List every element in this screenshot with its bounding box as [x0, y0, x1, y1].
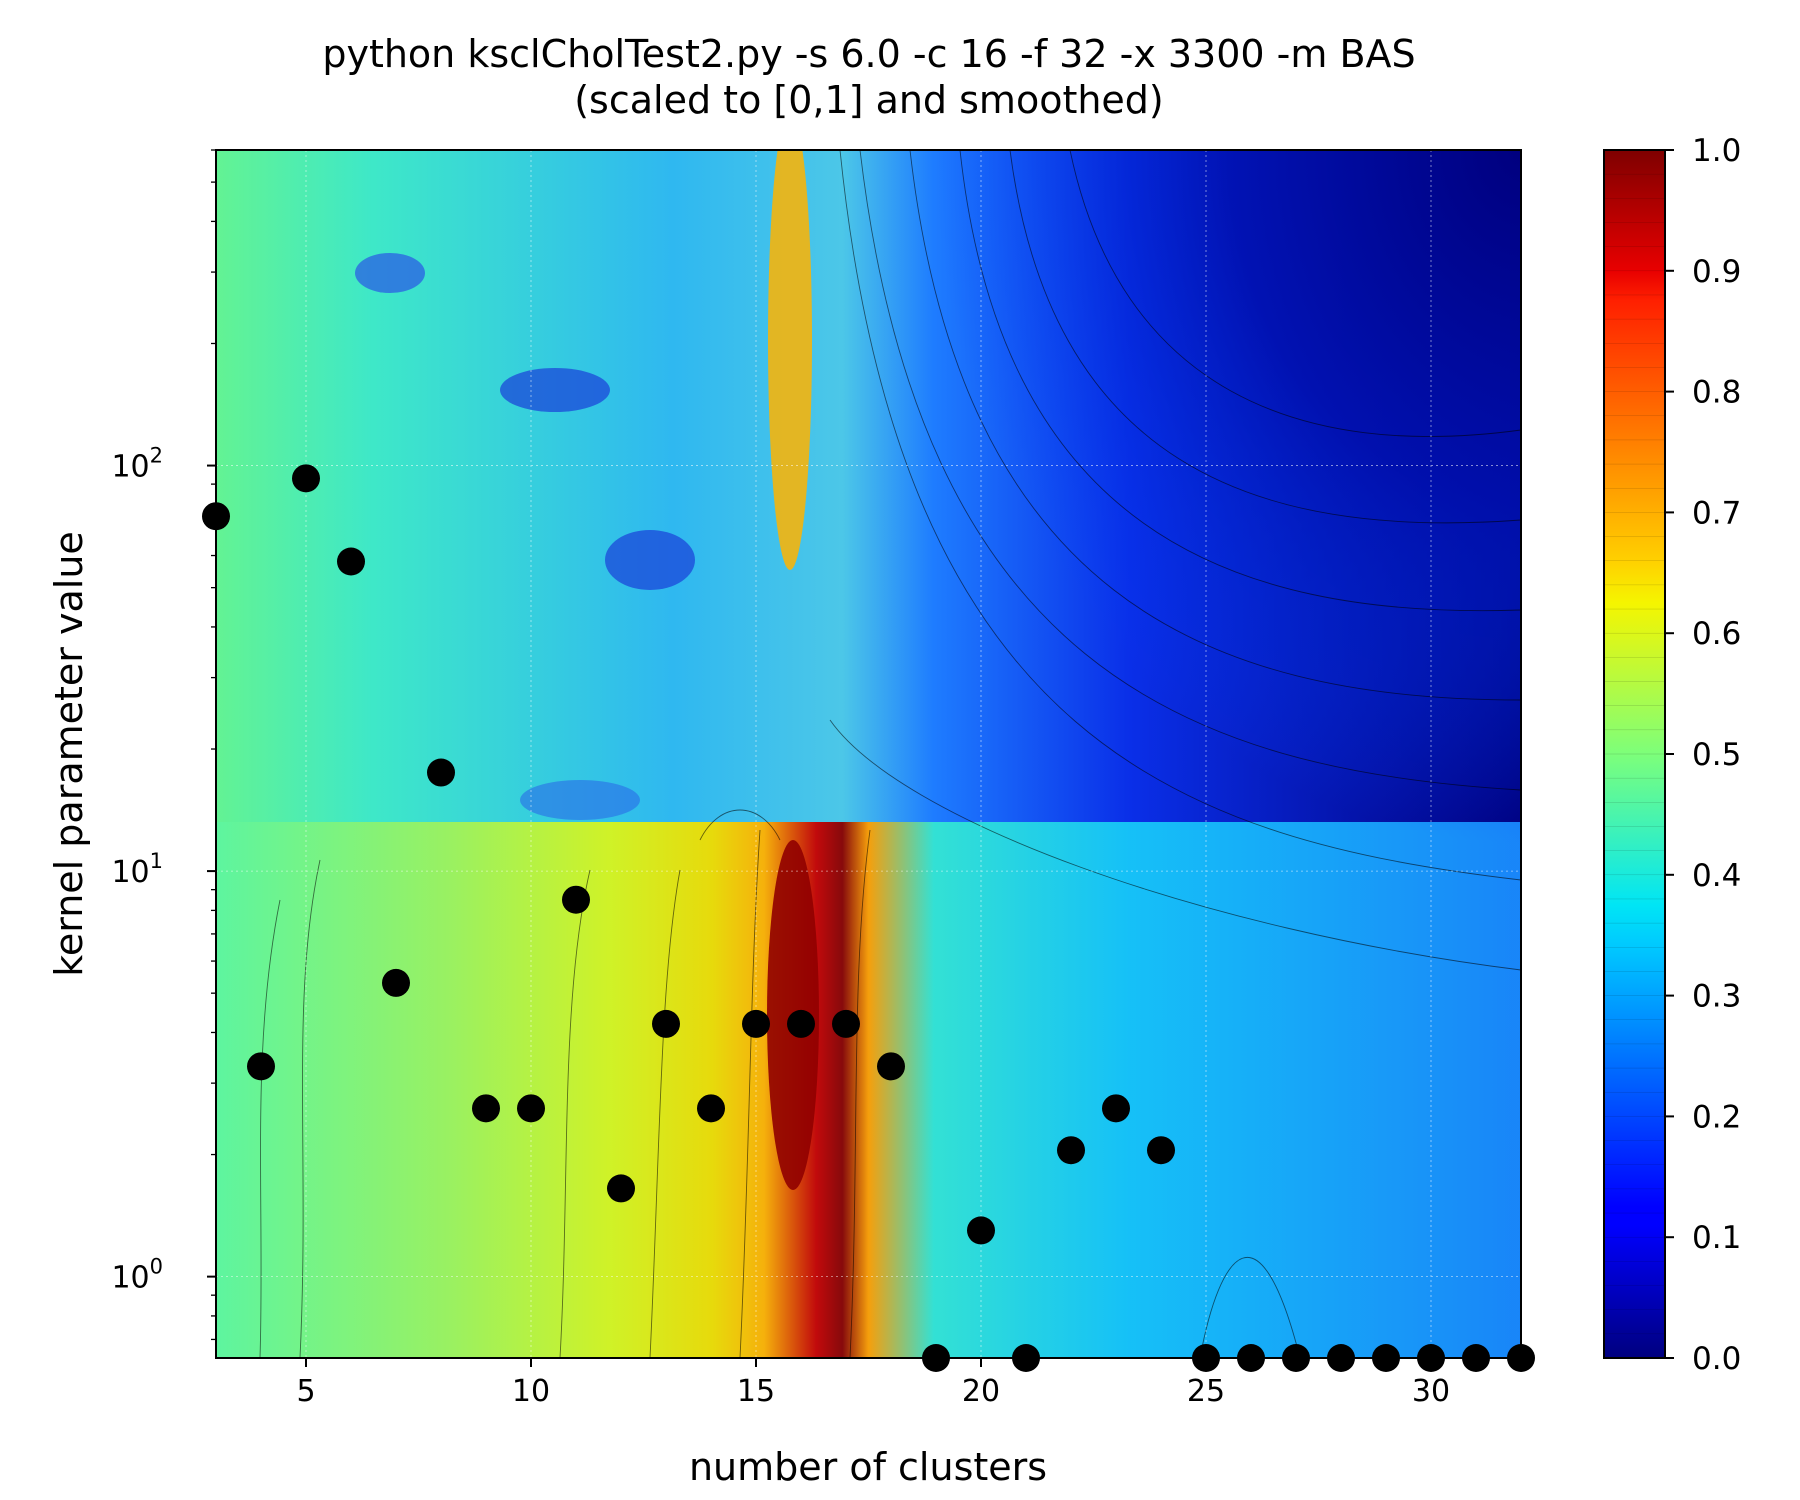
- x-tick-label: 30: [1412, 1374, 1450, 1409]
- colorbar-tick-label: 0.9: [1692, 254, 1741, 290]
- data-point: [697, 1094, 725, 1123]
- data-point: [1147, 1136, 1175, 1165]
- y-tick-label: 102: [111, 444, 163, 485]
- colorbar-tick-label: 0.3: [1692, 979, 1741, 1015]
- x-axis-label: number of clusters: [689, 1445, 1047, 1489]
- colorbar-tick-label: 0.1: [1692, 1220, 1741, 1256]
- x-tick-label: 15: [737, 1374, 775, 1409]
- data-point: [607, 1174, 635, 1203]
- colorbar-ticks: 0.0 0.1 0.2 0.3 0.4 0.5 0.6 0.7 0.8 0.9 1.0: [1665, 133, 1741, 1377]
- field-blue-spot-2: [605, 530, 695, 590]
- plot-frame: [215, 149, 1522, 1359]
- data-point: [562, 885, 590, 914]
- x-ticks: 5 10 15 20 25 30: [296, 1358, 1450, 1409]
- field-blue-spot-1: [500, 368, 610, 412]
- colorbar-tick-label: 0.4: [1692, 858, 1741, 894]
- x-tick-label: 20: [962, 1374, 1000, 1409]
- field-dark-corner: [760, 150, 1521, 1050]
- x-tick-label: 5: [296, 1374, 315, 1409]
- data-point: [832, 1009, 860, 1038]
- y-tick-label: 100: [111, 1255, 163, 1296]
- chart-subtitle: (scaled to [0,1] and smoothed): [574, 78, 1164, 122]
- colorbar-tick-label: 0.8: [1692, 375, 1741, 411]
- data-point: [652, 1009, 680, 1038]
- x-tick-label: 10: [512, 1374, 550, 1409]
- field-blue-spot-4: [520, 780, 640, 820]
- field-hot-ridge-upper: [768, 150, 812, 570]
- colorbar-tick-label: 0.6: [1692, 616, 1741, 652]
- data-point: [472, 1094, 500, 1123]
- contour-field: [216, 150, 1521, 1358]
- data-point: [1057, 1136, 1085, 1165]
- data-point: [967, 1216, 995, 1245]
- field-blue-spot-3: [355, 253, 425, 293]
- chart-title: python ksclCholTest2.py -s 6.0 -c 16 -f …: [322, 32, 1415, 76]
- colorbar-bands: [1604, 173, 1665, 1335]
- grid: [216, 150, 1521, 1358]
- y-axis-label: kernel parameter value: [47, 531, 91, 977]
- data-point: [517, 1094, 545, 1123]
- y-tick-label: 101: [111, 849, 163, 890]
- data-point: [292, 464, 320, 493]
- colorbar-tick-label: 0.5: [1692, 737, 1741, 773]
- data-point: [1102, 1094, 1130, 1123]
- data-point: [382, 968, 410, 997]
- colorbar-tick-label: 1.0: [1692, 133, 1741, 169]
- contour-lines: [259, 150, 1521, 1358]
- data-point: [742, 1009, 770, 1038]
- data-point: [247, 1052, 275, 1081]
- colorbar: [1604, 150, 1665, 1358]
- colorbar-tick-label: 0.2: [1692, 1099, 1741, 1135]
- colorbar-tick-label: 0.0: [1692, 1341, 1741, 1377]
- colorbar-tick-label: 0.7: [1692, 495, 1741, 531]
- data-point: [337, 547, 365, 576]
- data-point: [877, 1052, 905, 1081]
- x-tick-label: 25: [1187, 1374, 1225, 1409]
- data-point: [427, 758, 455, 787]
- data-point: [787, 1009, 815, 1038]
- y-ticks: 100 101 102: [111, 149, 216, 1341]
